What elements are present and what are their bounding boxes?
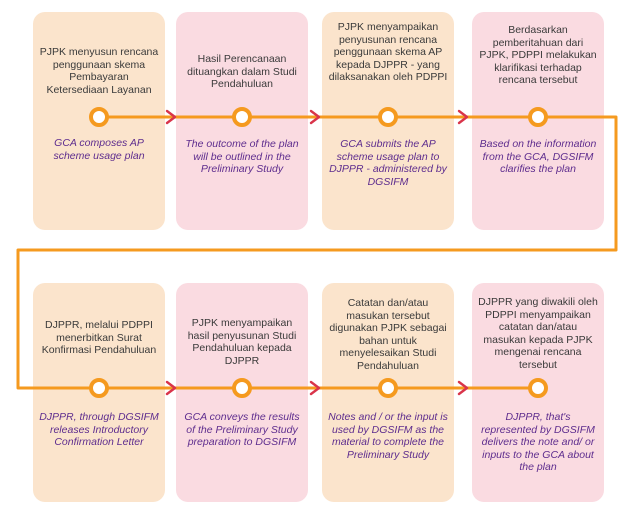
step-node-4: [528, 107, 548, 127]
arrow-right-icon-3: [457, 109, 469, 125]
step-node-1: [89, 107, 109, 127]
arrow-right-icon-6: [457, 380, 469, 396]
step-card-7: Catatan dan/atau masukan tersebut diguna…: [322, 283, 454, 502]
step-6-english-text: GCA conveys the results of the Prelimina…: [184, 411, 300, 448]
step-5-english-text: DJPPR, through DGSIFM releases Introduct…: [39, 411, 159, 448]
arrow-right-icon-4: [165, 380, 177, 396]
step-3-english-text: GCA submits the AP scheme usage plan to …: [329, 138, 447, 188]
step-8-indonesian-text: DJPPR yang diwakili oleh PDPPI menyampai…: [478, 296, 598, 371]
step-node-7: [378, 378, 398, 398]
step-5-indonesian-text: DJPPR, melalui PDPPI menerbitkan Surat K…: [41, 319, 157, 356]
step-1-indonesian-text: PJPK menyusun rencana penggunaan skema P…: [39, 46, 159, 96]
step-4-english-text: Based on the information from the GCA, D…: [479, 138, 597, 175]
step-node-3: [378, 107, 398, 127]
step-4-indonesian-text: Berdasarkan pemberitahuan dari PJPK, PDP…: [479, 24, 597, 86]
step-node-5: [89, 378, 109, 398]
step-7-english-text: Notes and / or the input is used by DGSI…: [328, 411, 448, 461]
step-node-2: [232, 107, 252, 127]
step-1-english-text: GCA composes AP scheme usage plan: [53, 137, 145, 162]
step-card-1: PJPK menyusun rencana penggunaan skema P…: [33, 12, 165, 230]
step-2-indonesian-text: Hasil Perencanaan dituangkan dalam Studi…: [187, 53, 297, 90]
step-2-english-text: The outcome of the plan will be outlined…: [185, 138, 299, 175]
arrow-right-icon-5: [309, 380, 321, 396]
arrow-right-icon-1: [165, 109, 177, 125]
flow-line: [16, 115, 618, 390]
step-node-8: [528, 378, 548, 398]
step-3-indonesian-text: PJPK menyampaikan penyusunan rencana pen…: [328, 21, 448, 83]
arrow-right-icon-2: [309, 109, 321, 125]
step-8-english-text: DJPPR, that's represented by DGSIFM deli…: [481, 411, 595, 473]
step-6-indonesian-text: PJPK menyampaikan hasil penyusunan Studi…: [187, 317, 297, 367]
step-7-indonesian-text: Catatan dan/atau masukan tersebut diguna…: [329, 297, 447, 372]
step-node-6: [232, 378, 252, 398]
step-card-2: Hasil Perencanaan dituangkan dalam Studi…: [176, 12, 308, 230]
